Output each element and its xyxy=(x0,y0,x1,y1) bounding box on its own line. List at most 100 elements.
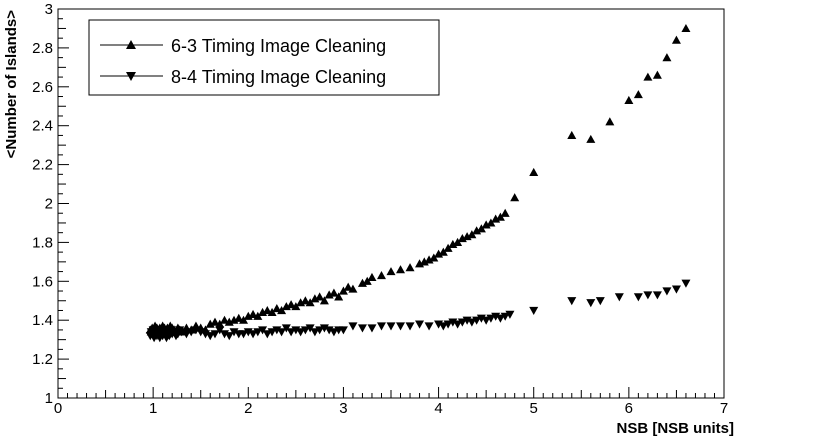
data-point-series-2 xyxy=(258,326,268,335)
data-point-series-1 xyxy=(396,265,406,274)
data-point-series-1 xyxy=(671,35,681,44)
data-point-series-2 xyxy=(248,330,258,339)
data-point-series-2 xyxy=(329,328,339,337)
data-point-series-1 xyxy=(681,23,691,33)
data-point-series-1 xyxy=(529,167,539,176)
data-point-series-1 xyxy=(643,72,653,81)
y-tick-label: 1.2 xyxy=(32,351,53,368)
data-point-series-1 xyxy=(253,311,263,320)
legend-marker-triangle-down xyxy=(126,72,136,81)
data-point-series-2 xyxy=(567,297,577,306)
data-point-series-2 xyxy=(681,279,691,288)
y-tick-label: 3 xyxy=(45,1,53,18)
data-point-series-2 xyxy=(281,324,291,333)
data-point-series-1 xyxy=(348,284,358,293)
data-point-series-1 xyxy=(624,95,634,105)
data-point-series-2 xyxy=(296,328,306,337)
legend-box xyxy=(88,19,440,96)
data-point-series-2 xyxy=(267,328,277,337)
data-point-series-1 xyxy=(262,305,272,315)
data-point-series-1 xyxy=(315,292,325,301)
data-point-series-1 xyxy=(633,90,643,99)
data-point-series-1 xyxy=(334,292,344,301)
data-point-series-2 xyxy=(277,328,287,337)
data-point-series-2 xyxy=(357,324,367,333)
data-point-series-2 xyxy=(486,314,496,323)
data-point-series-1 xyxy=(319,296,329,305)
y-axis-title: <Number of Islands> xyxy=(3,10,20,159)
legend-entry-series-2: 8-4 Timing Image Cleaning xyxy=(100,67,386,87)
x-tick-label: 4 xyxy=(434,400,442,417)
data-point-series-2 xyxy=(181,330,191,339)
data-point-series-2 xyxy=(438,322,448,331)
x-tick-label: 3 xyxy=(339,400,347,417)
x-axis: 0 1 2 3 4 5 6 7 xyxy=(54,387,728,417)
y-tick-label: 2.8 xyxy=(32,40,53,57)
data-point-series-1 xyxy=(510,193,520,202)
data-point-series-2 xyxy=(671,285,681,294)
data-point-series-1 xyxy=(586,134,596,143)
data-point-series-1 xyxy=(429,253,439,262)
data-point-series-1 xyxy=(376,270,386,280)
data-point-series-2 xyxy=(253,328,263,337)
data-point-series-2 xyxy=(662,287,672,296)
data-point-series-2 xyxy=(224,332,234,341)
data-point-series-1 xyxy=(500,208,510,217)
data-point-series-2 xyxy=(643,291,653,300)
x-tick-label: 2 xyxy=(244,400,252,417)
data-point-series-1 xyxy=(272,304,282,313)
data-point-series-1 xyxy=(239,315,249,324)
data-point-series-1 xyxy=(343,282,353,291)
data-point-series-1 xyxy=(367,272,377,282)
data-point-series-1 xyxy=(329,288,339,297)
data-point-series-1 xyxy=(652,70,662,79)
y-tick-label: 2.6 xyxy=(32,79,53,96)
data-point-series-1 xyxy=(443,243,453,252)
data-point-series-1 xyxy=(220,315,229,324)
x-tick-label: 0 xyxy=(54,400,62,417)
data-point-series-1 xyxy=(386,267,396,276)
y-tick-label: 2.4 xyxy=(32,118,53,135)
data-point-series-2 xyxy=(472,316,482,325)
data-point-series-2 xyxy=(205,332,215,341)
data-point-series-1 xyxy=(248,309,258,318)
data-point-series-2 xyxy=(262,330,272,339)
x-axis-title: NSB [NSB units] xyxy=(617,420,735,437)
y-tick-label: 2 xyxy=(45,196,53,213)
data-point-series-2 xyxy=(210,330,220,339)
data-point-series-1 xyxy=(300,296,310,305)
data-point-series-2 xyxy=(239,330,249,339)
data-point-series-2 xyxy=(315,326,325,335)
data-point-series-1 xyxy=(210,317,220,326)
y-tick-label: 1.4 xyxy=(32,312,53,329)
data-point-series-1 xyxy=(338,286,348,295)
data-point-series-2 xyxy=(424,322,434,331)
data-point-series-2 xyxy=(652,291,662,300)
data-point-series-1 xyxy=(567,130,577,140)
data-point-series-2 xyxy=(595,297,605,306)
data-markers xyxy=(145,23,691,343)
data-point-series-2 xyxy=(614,293,624,302)
data-point-series-2 xyxy=(376,322,386,331)
data-point-series-2 xyxy=(305,324,315,333)
y-tick-label: 1.8 xyxy=(32,234,53,251)
data-point-series-2 xyxy=(467,318,477,327)
data-point-series-2 xyxy=(495,314,505,323)
x-tick-label: 1 xyxy=(149,400,157,417)
data-point-series-2 xyxy=(443,320,453,329)
data-point-series-2 xyxy=(633,293,643,302)
data-point-series-2 xyxy=(415,320,425,329)
data-point-series-2 xyxy=(348,322,358,331)
data-point-series-1 xyxy=(405,263,415,272)
data-point-series-1 xyxy=(662,53,672,62)
legend-label-series-1: 6-3 Timing Image Cleaning xyxy=(171,36,386,56)
data-point-series-2 xyxy=(286,328,296,337)
y-tick-label: 2.2 xyxy=(32,157,53,174)
data-point-series-1 xyxy=(467,230,477,239)
data-point-series-2 xyxy=(505,310,515,319)
data-point-series-2 xyxy=(529,306,539,315)
data-point-series-2 xyxy=(481,316,491,325)
legend-label-series-2: 8-4 Timing Image Cleaning xyxy=(171,67,386,87)
legend: 6-3 Timing Image Cleaning 8-4 Timing Ima… xyxy=(88,19,440,96)
